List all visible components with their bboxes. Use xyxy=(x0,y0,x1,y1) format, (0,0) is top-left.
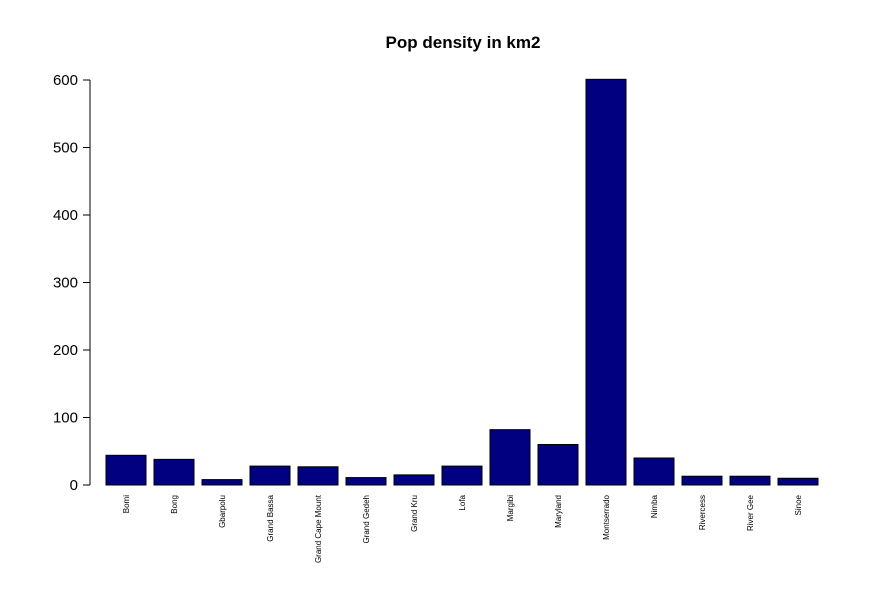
x-tick-label: Grand Bassa xyxy=(266,494,275,541)
bar xyxy=(537,444,579,486)
y-tick-label: 100 xyxy=(53,410,78,427)
x-tick-label: Lofa xyxy=(458,494,467,510)
x-tick-label: Grand Gedeh xyxy=(362,495,371,543)
bar xyxy=(153,458,195,486)
x-tick-label: Nimba xyxy=(650,494,659,518)
x-tick-label: Bomi xyxy=(122,495,131,513)
chart-title: Pop density in km2 xyxy=(386,33,541,52)
bar xyxy=(681,475,723,486)
x-tick-label: Grand Cape Mount xyxy=(314,494,323,563)
x-tick-label: River Gee xyxy=(746,494,755,531)
y-tick-label: 200 xyxy=(53,342,78,359)
bar xyxy=(633,457,675,486)
bar xyxy=(393,474,435,486)
x-tick-label: Bong xyxy=(170,495,179,514)
x-tick-label: Sinoe xyxy=(794,494,803,515)
bar xyxy=(345,477,387,486)
bar xyxy=(249,465,291,486)
y-tick-label: 600 xyxy=(53,72,78,89)
y-tick-label: 0 xyxy=(70,477,78,494)
y-tick-label: 400 xyxy=(53,207,78,224)
x-tick-label: Montserrado xyxy=(602,494,611,539)
x-tick-label: Rivercess xyxy=(698,495,707,530)
bars xyxy=(105,78,819,486)
bar xyxy=(729,475,771,486)
y-tick-label: 500 xyxy=(53,140,78,157)
bar xyxy=(105,454,147,486)
x-tick-label: Maryland xyxy=(554,495,563,528)
bar xyxy=(201,479,243,486)
bar xyxy=(441,465,483,486)
y-axis: 0 100 200 300 400 500 600 xyxy=(53,72,91,494)
x-axis-labels: Bomi Bong Gbarpolu Grand Bassa Grand Cape Mo… xyxy=(122,494,803,563)
y-tick-label: 300 xyxy=(53,275,78,292)
x-tick-label: Gbarpolu xyxy=(218,495,227,528)
bar xyxy=(489,429,531,486)
bar xyxy=(777,477,819,486)
bar xyxy=(585,78,627,486)
bar xyxy=(297,466,339,486)
x-tick-label: Grand Kru xyxy=(410,495,419,532)
x-tick-label: Margibi xyxy=(506,495,515,521)
